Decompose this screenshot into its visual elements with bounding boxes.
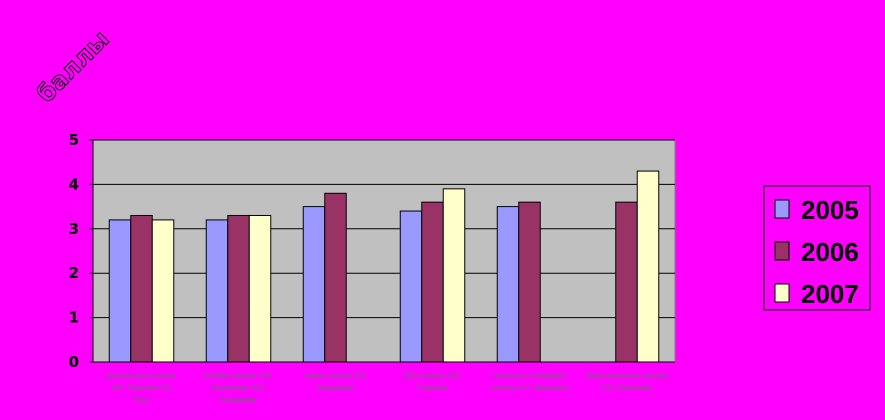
y-tick-labels: 0 1 2 3 4 5 [69,131,79,371]
legend-label: 2007 [801,279,859,309]
bar-2006-1 [130,214,153,363]
y-axis-label: баллы [31,25,114,108]
legend-swatch [774,283,790,303]
category-labels: русский язык учитель Н.Б. Танькова Г.Ф. Ру… [107,372,668,404]
legend-label: 2006 [801,237,859,267]
bars [108,170,660,363]
y-tick-label: 1 [69,309,79,327]
bar-2005-5 [496,206,520,363]
bar-2005-3 [302,206,326,363]
y-tick-label: 4 [69,175,79,193]
y-tick-label: 2 [69,264,79,282]
bar-2007-2 [248,214,272,363]
y-tick-label: 0 [69,353,79,371]
legend: 2005 2006 2007 [763,185,871,311]
y-tick-label: 5 [69,131,79,149]
category-label: алгебра учитель Н.В. Филиппова, И.В. Бонда… [204,372,273,404]
y-tick-label: 3 [69,220,79,238]
category-label: обществознание учитель Е.В. Трапезова [586,372,668,392]
bar-2006-2 [227,214,250,363]
bar-2006-5 [518,201,541,363]
legend-label: 2005 [801,195,859,225]
bar-2005-2 [205,219,229,363]
bar-2006-4 [421,201,444,363]
category-label: ИЗО учитель Н.Б. Танькова [404,373,462,392]
bar-2005-1 [108,219,132,363]
bar-2006-3 [324,192,347,363]
category-label: русский язык учитель Н.Б. Танькова Г.Ф. Ру… [107,372,177,404]
category-label: биология и география учитель К.Н. Зворыги… [491,372,569,392]
bar-2005-4 [399,210,423,363]
gridlines [89,139,675,363]
category-label: химия учитель Н.В. Бондарева [304,373,367,392]
bar-2007-4 [442,188,466,363]
bar-2007-6 [636,170,660,363]
legend-swatch [774,241,790,261]
bar-2006-6 [615,201,638,363]
plot-area [92,139,676,363]
legend-swatch [774,199,790,219]
bar-2007-1 [151,219,175,363]
